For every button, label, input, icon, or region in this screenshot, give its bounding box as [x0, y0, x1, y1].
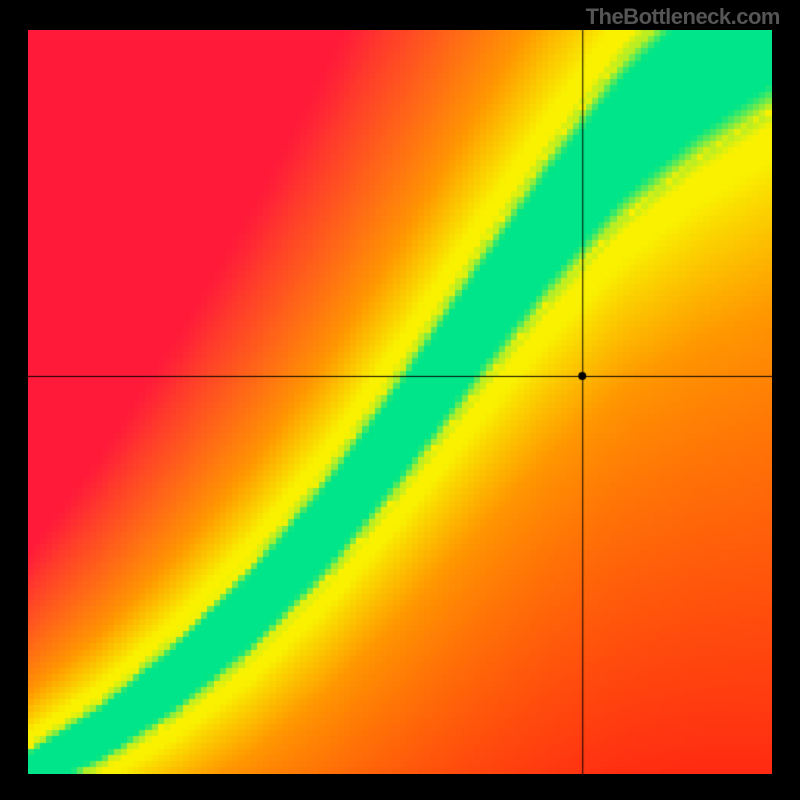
watermark-text: TheBottleneck.com [586, 4, 780, 30]
heatmap-canvas [28, 30, 772, 774]
bottleneck-heatmap [28, 30, 772, 774]
